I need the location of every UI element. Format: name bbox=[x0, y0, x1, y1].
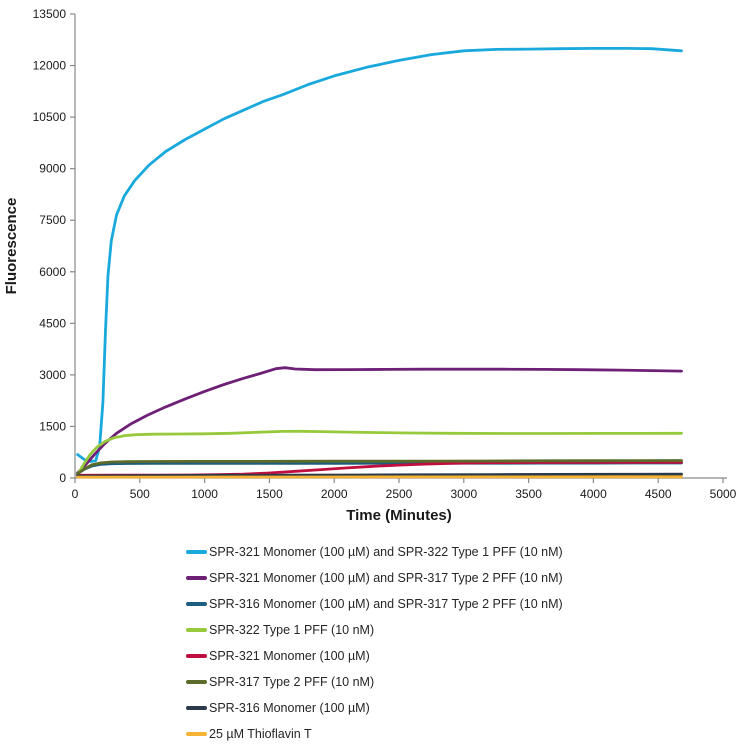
legend-swatch-icon bbox=[186, 680, 207, 684]
legend-label: SPR-317 Type 2 PFF (10 nM) bbox=[209, 675, 375, 689]
y-tick-label: 7500 bbox=[39, 213, 66, 227]
line-chart-canvas: 0 1500 3000 4500 6000 7500 9000 10500 12000 13500… bbox=[3, 7, 737, 524]
y-tick-label: 10500 bbox=[33, 110, 67, 124]
series-line-4 bbox=[76, 429, 683, 476]
series-layer bbox=[76, 47, 683, 479]
legend-swatch-icon bbox=[186, 576, 207, 580]
y-tick-label: 6000 bbox=[39, 265, 66, 279]
series-line-7 bbox=[76, 472, 683, 478]
legend-item-3: SPR-316 Monomer (100 µM) and SPR-317 Typ… bbox=[186, 591, 563, 617]
legend-swatch-icon bbox=[186, 602, 207, 606]
legend: SPR-321 Monomer (100 µM) and SPR-322 Typ… bbox=[186, 539, 563, 747]
x-tick-label: 500 bbox=[130, 487, 150, 501]
legend-label: SPR-321 Monomer (100 µM) bbox=[209, 649, 370, 663]
x-tick-label: 2500 bbox=[386, 487, 413, 501]
y-tick-label: 4500 bbox=[39, 316, 66, 330]
series-line-3 bbox=[76, 461, 683, 475]
x-tick-label: 4500 bbox=[645, 487, 672, 501]
legend-item-8: 25 µM Thioflavin T bbox=[186, 721, 563, 747]
legend-swatch-icon bbox=[186, 732, 207, 736]
legend-label: SPR-321 Monomer (100 µM) and SPR-322 Typ… bbox=[209, 545, 563, 559]
y-axis-title: Fluorescence bbox=[3, 198, 20, 295]
legend-label: SPR-316 Monomer (100 µM) bbox=[209, 701, 370, 715]
y-tick-label: 3000 bbox=[39, 368, 66, 382]
legend-label: SPR-322 Type 1 PFF (10 nM) bbox=[209, 623, 375, 637]
series-line-1 bbox=[76, 47, 683, 463]
legend-swatch-icon bbox=[186, 654, 207, 658]
axes-layer: 0 1500 3000 4500 6000 7500 9000 10500 12000 13500… bbox=[33, 7, 737, 501]
x-tick-label: 3500 bbox=[515, 487, 542, 501]
legend-swatch-icon bbox=[186, 628, 207, 632]
x-axis-title: Time (Minutes) bbox=[346, 507, 452, 524]
y-tick-label: 12000 bbox=[33, 59, 67, 73]
y-tick-label: 1500 bbox=[39, 419, 66, 433]
y-tick-label: 0 bbox=[59, 471, 66, 485]
y-tick-label: 9000 bbox=[39, 162, 66, 176]
series-line-2 bbox=[76, 366, 683, 475]
legend-item-5: SPR-321 Monomer (100 µM) bbox=[186, 643, 563, 669]
legend-item-2: SPR-321 Monomer (100 µM) and SPR-317 Typ… bbox=[186, 565, 563, 591]
legend-item-1: SPR-321 Monomer (100 µM) and SPR-322 Typ… bbox=[186, 539, 563, 565]
legend-item-4: SPR-322 Type 1 PFF (10 nM) bbox=[186, 617, 563, 643]
x-tick-label: 2000 bbox=[321, 487, 348, 501]
legend-item-7: SPR-316 Monomer (100 µM) bbox=[186, 695, 563, 721]
legend-label: 25 µM Thioflavin T bbox=[209, 727, 312, 741]
x-tick-label: 3000 bbox=[450, 487, 477, 501]
series-line-6 bbox=[76, 459, 683, 476]
x-tick-label: 4000 bbox=[580, 487, 607, 501]
legend-swatch-icon bbox=[186, 706, 207, 710]
y-tick-label: 13500 bbox=[33, 7, 67, 21]
legend-label: SPR-316 Monomer (100 µM) and SPR-317 Typ… bbox=[209, 597, 563, 611]
x-tick-label: 1000 bbox=[191, 487, 218, 501]
legend-swatch-icon bbox=[186, 550, 207, 554]
legend-item-6: SPR-317 Type 2 PFF (10 nM) bbox=[186, 669, 563, 695]
x-tick-label: 5000 bbox=[710, 487, 737, 501]
legend-label: SPR-321 Monomer (100 µM) and SPR-317 Typ… bbox=[209, 571, 563, 585]
x-tick-label: 0 bbox=[72, 487, 79, 501]
x-tick-label: 1500 bbox=[256, 487, 283, 501]
